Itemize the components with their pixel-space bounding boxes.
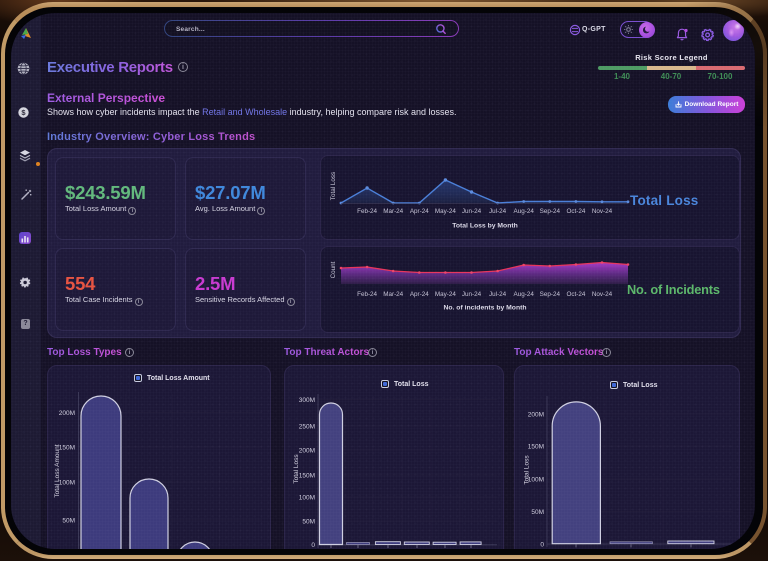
svg-text:0: 0 bbox=[311, 542, 315, 549]
svg-text:Sep-24: Sep-24 bbox=[540, 208, 561, 215]
svg-text:150M: 150M bbox=[528, 444, 544, 451]
svg-text:Jun-24: Jun-24 bbox=[462, 208, 482, 215]
svg-text:300M: 300M bbox=[299, 397, 315, 404]
svg-text:Total Loss Amount: Total Loss Amount bbox=[54, 444, 61, 497]
svg-text:Count: Count bbox=[330, 261, 337, 278]
svg-text:50M: 50M bbox=[531, 509, 544, 516]
svg-text:Sep-24: Sep-24 bbox=[540, 291, 561, 298]
svg-text:Nov-24: Nov-24 bbox=[592, 208, 613, 215]
svg-text:Oct-24: Oct-24 bbox=[566, 208, 585, 215]
svg-text:Aug-24: Aug-24 bbox=[514, 208, 535, 215]
svg-text:200M: 200M bbox=[59, 410, 75, 417]
svg-text:Total Loss: Total Loss bbox=[293, 454, 300, 484]
svg-text:100M: 100M bbox=[59, 480, 75, 487]
svg-text:200M: 200M bbox=[299, 448, 315, 455]
svg-text:50M: 50M bbox=[302, 519, 315, 526]
svg-text:Total Loss by Month: Total Loss by Month bbox=[452, 223, 518, 230]
svg-text:Total Loss: Total Loss bbox=[524, 455, 531, 485]
svg-text:100M: 100M bbox=[528, 477, 544, 484]
svg-text:Total Loss: Total Loss bbox=[330, 172, 337, 200]
svg-text:May-24: May-24 bbox=[435, 291, 456, 298]
svg-text:0: 0 bbox=[540, 542, 544, 549]
svg-text:250M: 250M bbox=[299, 424, 315, 431]
svg-text:May-24: May-24 bbox=[435, 208, 456, 215]
svg-text:Feb-24: Feb-24 bbox=[357, 208, 377, 215]
svg-text:Nov-24: Nov-24 bbox=[592, 291, 613, 298]
svg-text:Jun-24: Jun-24 bbox=[462, 291, 482, 298]
svg-text:No. of incidents by Month: No. of incidents by Month bbox=[443, 305, 526, 312]
svg-text:Apr-24: Apr-24 bbox=[410, 291, 429, 298]
svg-text:Mar-24: Mar-24 bbox=[383, 208, 403, 215]
svg-text:Jul-24: Jul-24 bbox=[489, 208, 507, 215]
svg-text:50M: 50M bbox=[62, 518, 75, 525]
svg-text:Feb-24: Feb-24 bbox=[357, 291, 377, 298]
svg-text:100M: 100M bbox=[299, 495, 315, 502]
svg-text:Apr-24: Apr-24 bbox=[410, 208, 429, 215]
svg-text:Aug-24: Aug-24 bbox=[514, 291, 535, 298]
svg-text:Oct-24: Oct-24 bbox=[566, 291, 585, 298]
svg-text:$: $ bbox=[21, 108, 26, 117]
svg-text:Mar-24: Mar-24 bbox=[383, 291, 403, 298]
svg-text:150M: 150M bbox=[59, 445, 75, 452]
svg-text:150M: 150M bbox=[299, 473, 315, 480]
svg-text:200M: 200M bbox=[528, 412, 544, 419]
svg-text:Jul-24: Jul-24 bbox=[489, 291, 507, 298]
